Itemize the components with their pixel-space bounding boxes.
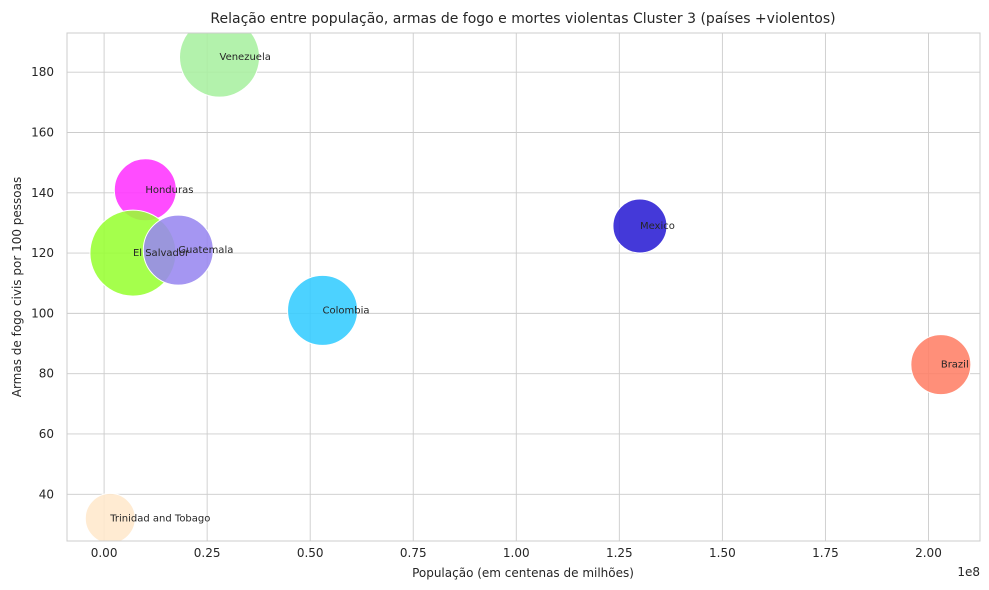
bubble-label-guatemala: Guatemala <box>178 245 233 256</box>
y-axis-label: Armas de fogo civis por 100 pessoas <box>10 177 24 398</box>
y-tick-label: 60 <box>39 427 54 441</box>
y-ticks: 40 60 80 100 120 140 160 180 <box>31 65 54 501</box>
x-tick-label: 0.25 <box>194 546 221 560</box>
bubble-colombia <box>287 274 359 346</box>
y-tick-label: 40 <box>39 487 54 501</box>
chart-title: Relação entre população, armas de fogo e… <box>210 11 835 27</box>
bubble-trinidad-and-tobago <box>84 492 136 541</box>
x-offset-label: 1e8 <box>957 565 980 579</box>
bubble-label-el-salvador: El Salvador <box>133 248 190 259</box>
bubble-label-mexico: Mexico <box>640 221 675 232</box>
y-tick-label: 180 <box>31 65 54 79</box>
x-axis-label: População (em centenas de milhões) <box>412 566 634 580</box>
bubble-label-venezuela: Venezuela <box>220 52 271 63</box>
bubble-label-honduras: Honduras <box>145 185 193 196</box>
grid <box>67 33 980 541</box>
y-tick-label: 100 <box>31 306 54 320</box>
bubble-brazil <box>910 334 972 396</box>
bubble-mexico <box>612 198 668 254</box>
x-tick-label: 1.00 <box>503 546 530 560</box>
x-tick-label: 0.75 <box>400 546 427 560</box>
x-tick-label: 0.50 <box>297 546 324 560</box>
y-tick-label: 80 <box>39 367 54 381</box>
plot-frame <box>66 32 981 542</box>
y-tick-label: 160 <box>31 125 54 139</box>
bubble-venezuela <box>179 33 260 98</box>
bubble-guatemala <box>142 214 214 286</box>
bubble-label-colombia: Colombia <box>323 305 370 316</box>
bubbles <box>84 33 972 541</box>
x-tick-label: 0.00 <box>91 546 118 560</box>
y-tick-label: 120 <box>31 246 54 260</box>
x-ticks: 0.00 0.25 0.50 0.75 1.00 1.25 1.50 1.75 2.00 <box>91 546 942 560</box>
x-tick-label: 1.75 <box>812 546 839 560</box>
y-tick-label: 140 <box>31 186 54 200</box>
x-tick-label: 1.50 <box>709 546 736 560</box>
x-tick-label: 1.25 <box>606 546 633 560</box>
bubble-label-brazil: Brazil <box>941 360 969 371</box>
bubble-label-trinidad-and-tobago: Trinidad and Tobago <box>109 513 210 524</box>
x-tick-label: 2.00 <box>915 546 942 560</box>
